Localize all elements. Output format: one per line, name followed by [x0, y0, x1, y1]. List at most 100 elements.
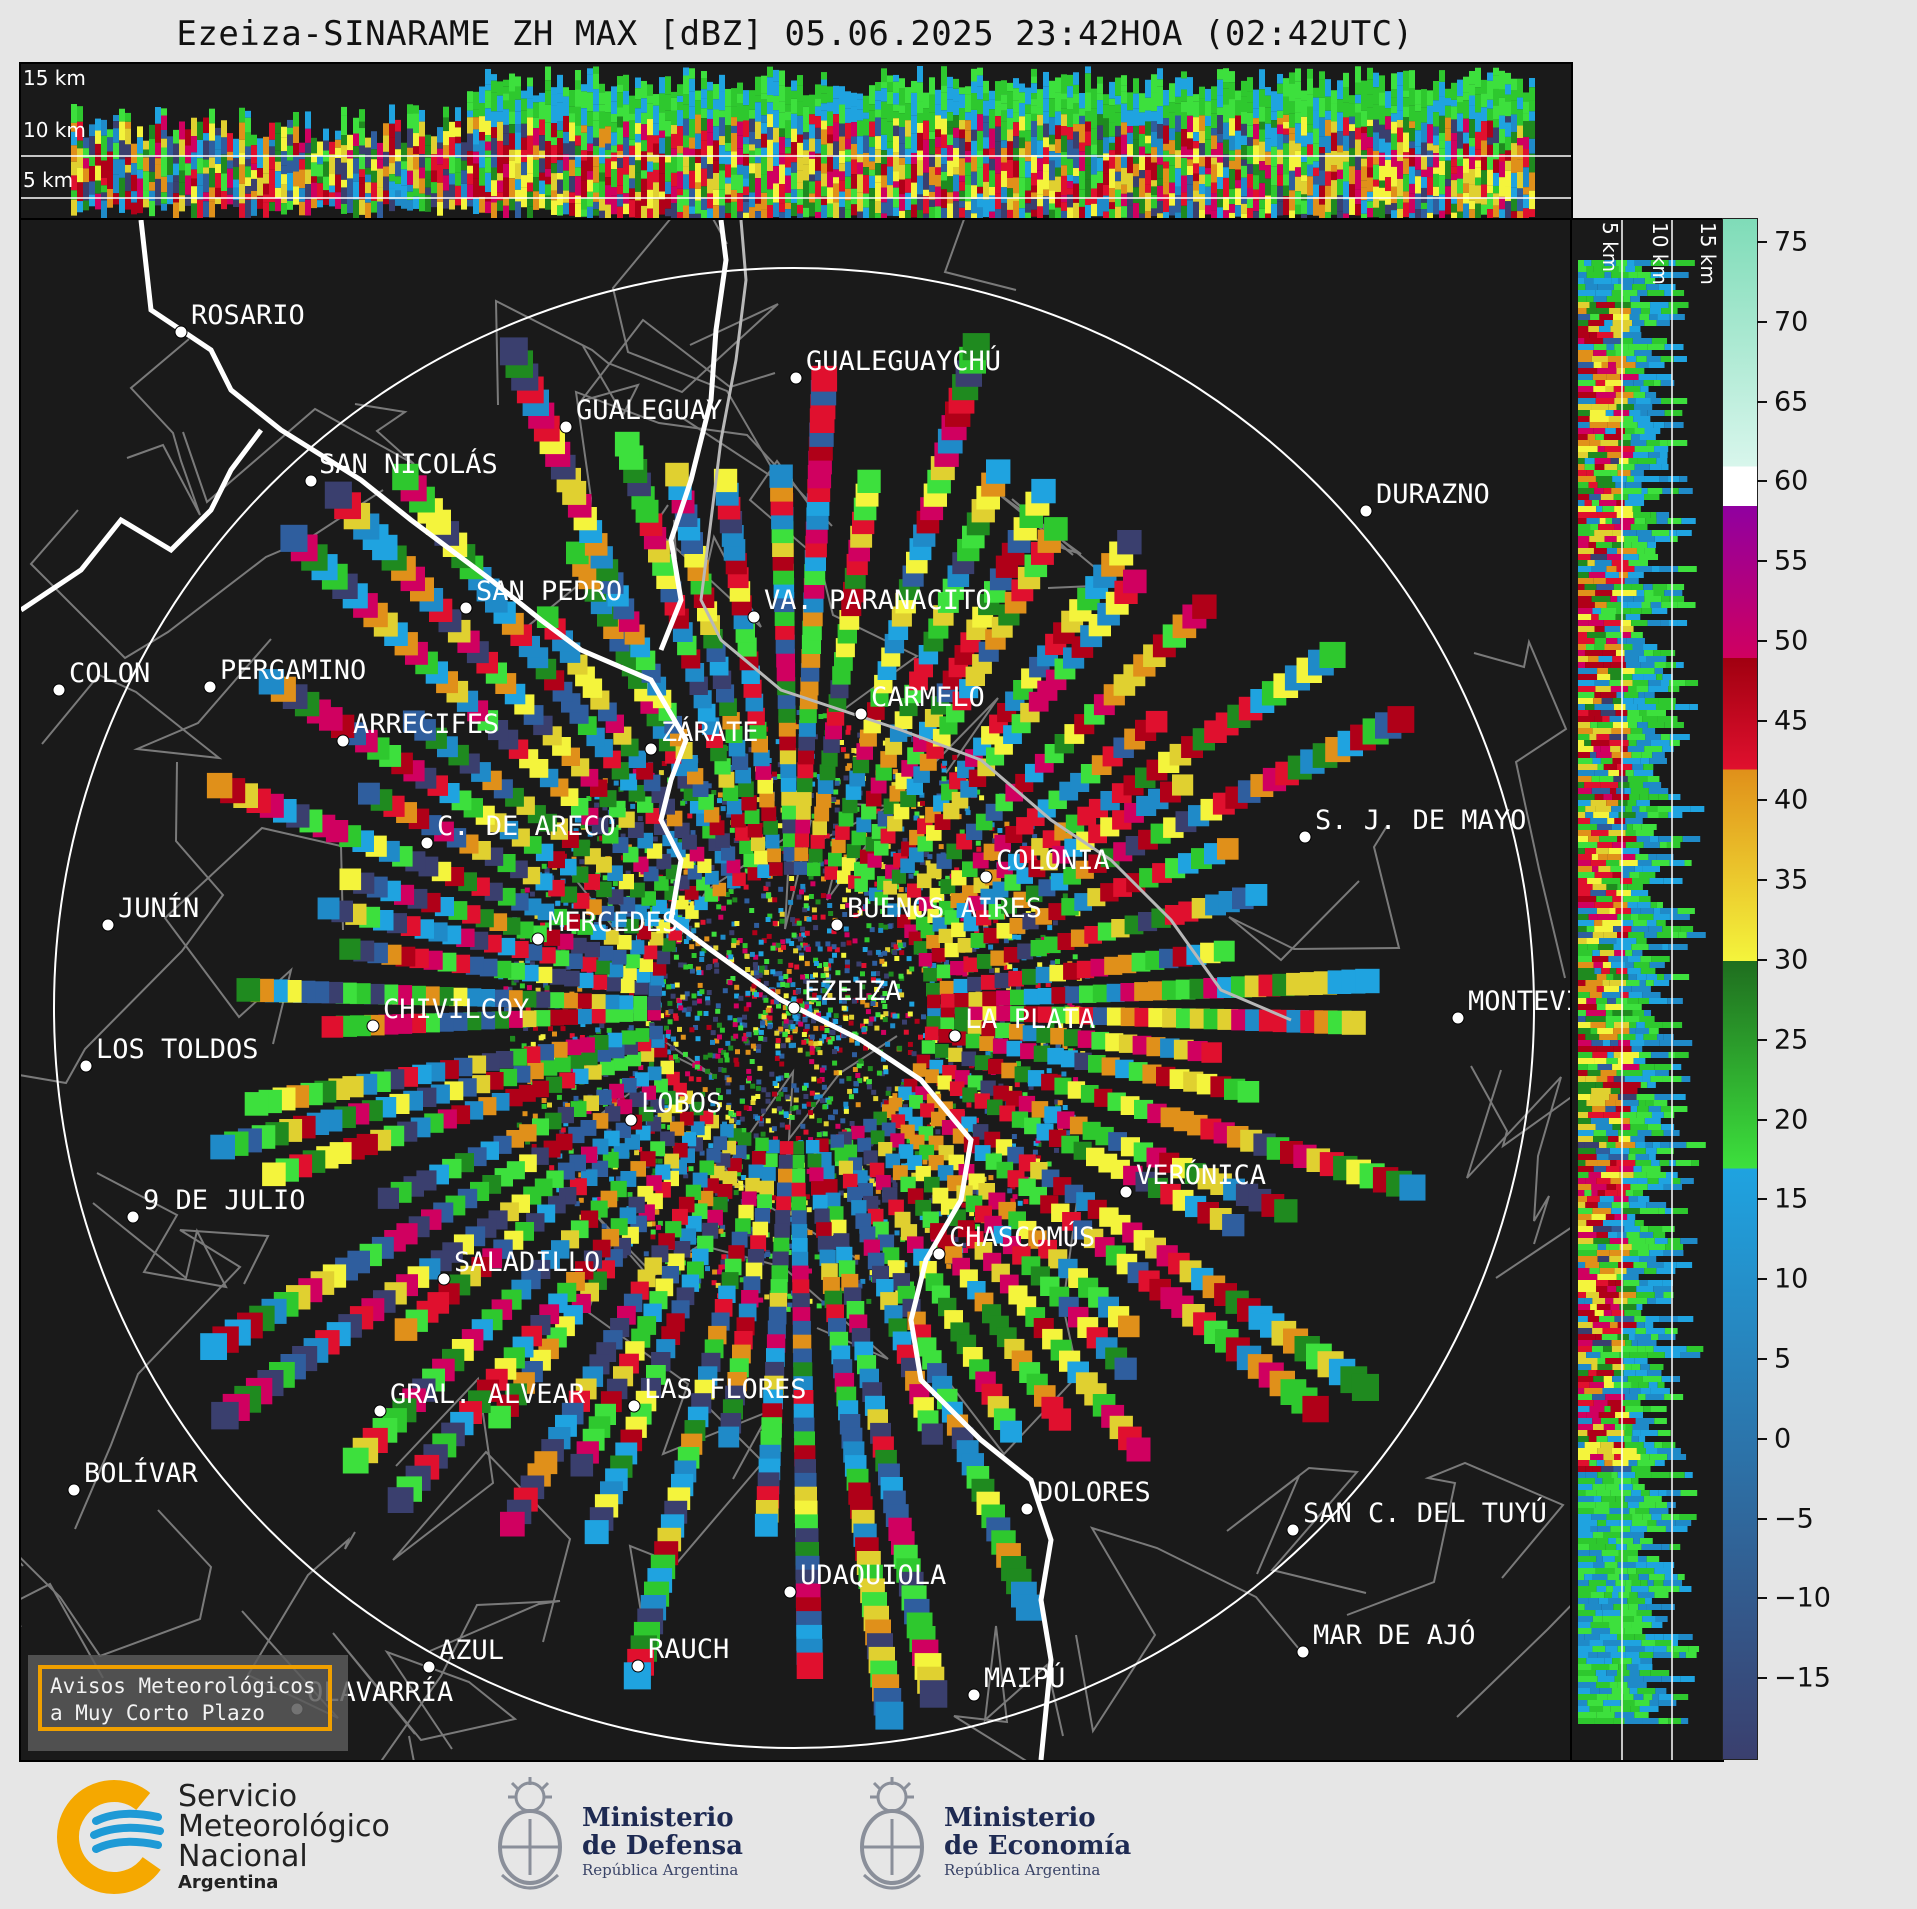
echo-cell — [119, 177, 125, 198]
echo-cell — [503, 133, 509, 146]
echo-cell — [1133, 187, 1139, 204]
echo-cell — [461, 142, 467, 161]
echo-pixel — [761, 893, 767, 899]
echo-cell — [893, 136, 899, 153]
echo-pixel — [988, 1175, 994, 1181]
echo-cell — [203, 133, 209, 141]
echo-pixel — [681, 1007, 687, 1013]
echo-cell — [1505, 136, 1511, 151]
echo-cell — [371, 149, 377, 160]
echo-cell — [191, 136, 197, 153]
admin-border-line — [943, 220, 1017, 291]
echo-pixel — [925, 964, 931, 970]
echo-pixel — [826, 962, 831, 968]
echo-cell — [1007, 141, 1013, 160]
echo-cell — [593, 182, 599, 193]
echo-cell — [809, 114, 815, 125]
echo-cell — [845, 209, 851, 218]
echo-pixel — [800, 974, 806, 980]
echo-pixel — [735, 1119, 741, 1125]
echo-pixel — [827, 946, 833, 952]
radar-map[interactable]: ROSARIO GUALEGUAYCHÚ GUALEGUAY SAN NICOLÁS D… — [19, 218, 1573, 1762]
echo-pixel — [913, 870, 919, 876]
echo-cell — [929, 77, 935, 95]
echo-cell — [1007, 91, 1013, 109]
echo-cell — [863, 167, 869, 176]
echo-cell — [1367, 147, 1373, 168]
echo-pixel — [521, 1043, 527, 1049]
echo-cell — [1265, 107, 1271, 124]
echo-cell — [959, 158, 965, 176]
echo-cell — [455, 107, 461, 122]
echo-cell — [1055, 153, 1061, 168]
echo-cell — [1295, 123, 1301, 144]
echo-pixel — [830, 1030, 836, 1036]
echo-cell — [785, 120, 791, 139]
echo-pixel — [806, 1004, 812, 1010]
echo-cell — [1289, 190, 1295, 211]
echo-cell — [623, 155, 629, 175]
echo-cell — [1181, 205, 1187, 218]
echo-pixel — [765, 1252, 771, 1257]
echo-pixel — [524, 887, 530, 893]
echo-pixel — [607, 902, 613, 908]
echo-pixel — [781, 1014, 787, 1020]
echo-pixel — [525, 1006, 531, 1012]
echo-cell — [1073, 202, 1079, 218]
echo-cell — [1271, 185, 1277, 204]
echo-cell — [671, 172, 677, 187]
echo-pixel — [833, 1070, 839, 1076]
echo-cell — [269, 202, 275, 212]
echo-pixel — [805, 946, 811, 952]
admin-border-line — [380, 1600, 561, 1760]
echo-cell — [767, 102, 773, 115]
echo-cell — [959, 108, 965, 121]
echo-pixel — [879, 1071, 885, 1077]
echo-pixel — [825, 979, 831, 985]
echo-cell — [1307, 195, 1313, 215]
echo-cell — [443, 169, 449, 176]
top-height-label-5: 5 km — [23, 168, 74, 192]
echo-cell — [755, 211, 761, 218]
echo-cell — [1523, 194, 1529, 209]
echo-pixel — [806, 916, 812, 922]
echo-pixel — [650, 1234, 656, 1240]
echo-pixel — [563, 900, 569, 906]
echo-pixel — [863, 1018, 869, 1024]
echo-cell — [1241, 80, 1247, 97]
echo-cell — [1469, 155, 1475, 170]
echo-cell — [1103, 118, 1109, 138]
echo-cell — [1157, 185, 1163, 201]
echo-cell — [1025, 161, 1031, 178]
echo-cell — [515, 86, 521, 100]
echo-pixel — [761, 1014, 767, 1020]
echo-pixel — [845, 887, 851, 893]
echo-cell — [113, 121, 119, 129]
echo-pixel — [718, 1048, 724, 1054]
echo-cell — [1301, 155, 1307, 163]
echo-cell — [1499, 209, 1505, 218]
echo-cell — [563, 190, 569, 203]
echo-cell — [131, 202, 137, 215]
echo-cell — [1091, 174, 1097, 189]
echo-cell — [707, 193, 713, 209]
echo-pixel — [519, 983, 525, 989]
echo-cell — [785, 167, 791, 176]
echo-cell — [1145, 110, 1151, 122]
echo-cell — [293, 111, 299, 127]
echo-cell — [323, 128, 329, 141]
echo-pixel — [979, 795, 985, 801]
echo-cell — [215, 135, 221, 150]
echo-pixel — [737, 938, 743, 943]
echo-pixel — [874, 1235, 880, 1241]
echo-cell — [245, 117, 251, 133]
echo-cell — [869, 175, 875, 189]
echo-cell — [1415, 104, 1421, 112]
echo-cell — [1169, 83, 1175, 103]
echo-cell — [647, 208, 653, 218]
echo-cell — [1439, 70, 1445, 82]
echo-cell — [977, 207, 983, 218]
echo-cell — [341, 106, 347, 116]
echo-cell — [887, 148, 893, 157]
